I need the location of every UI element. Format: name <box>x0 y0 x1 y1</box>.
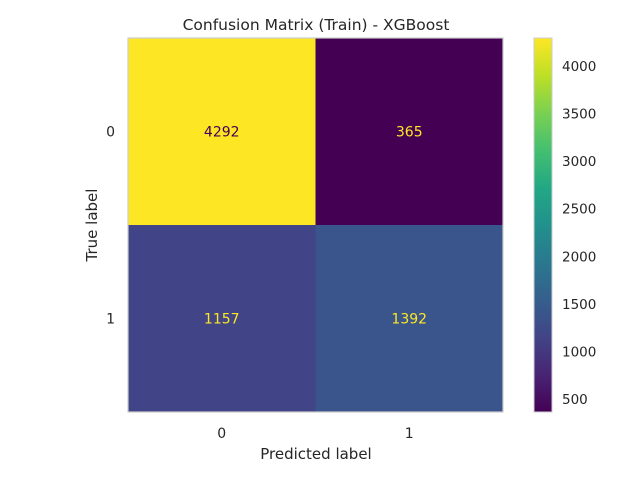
cell-value-label: 1157 <box>204 312 240 328</box>
heatmap-cell <box>315 225 503 412</box>
cell-value-label: 1392 <box>391 312 427 328</box>
heatmap-cell <box>315 38 503 225</box>
colorbar-tick-label: 500 <box>562 392 588 408</box>
colorbar-tick-label: 2000 <box>562 249 596 265</box>
heatmap-cell-labels: 4292 365 1157 1392 <box>204 125 427 328</box>
x-tick-label: 1 <box>405 426 414 442</box>
colorbar <box>533 37 553 413</box>
colorbar-tick-label: 2500 <box>562 202 596 218</box>
colorbar-tick-label: 3000 <box>562 154 596 170</box>
colorbar-tick-label: 1000 <box>562 345 596 361</box>
heatmap-cell <box>128 38 316 225</box>
colorbar-tick-label: 4000 <box>562 59 596 75</box>
y-tick-label: 0 <box>106 125 115 141</box>
y-tick-label: 1 <box>106 312 115 328</box>
chart-title: Confusion Matrix (Train) - XGBoost <box>183 16 450 34</box>
colorbar-tick-labels: 500 1000 1500 2000 2500 3000 3500 4000 <box>562 59 596 408</box>
heatmap-cells <box>128 38 503 412</box>
colorbar-tick-label: 3500 <box>562 106 596 122</box>
x-axis-label: Predicted label <box>260 445 371 463</box>
plot-frame <box>127 37 504 413</box>
y-tick-labels: 01 <box>106 125 115 328</box>
cell-value-label: 365 <box>396 125 423 141</box>
x-tick-label: 0 <box>217 426 226 442</box>
y-axis-label: True label <box>83 189 101 263</box>
heatmap-cell <box>128 225 316 412</box>
cell-value-label: 4292 <box>204 125 240 141</box>
colorbar-tick-label: 1500 <box>562 297 596 313</box>
